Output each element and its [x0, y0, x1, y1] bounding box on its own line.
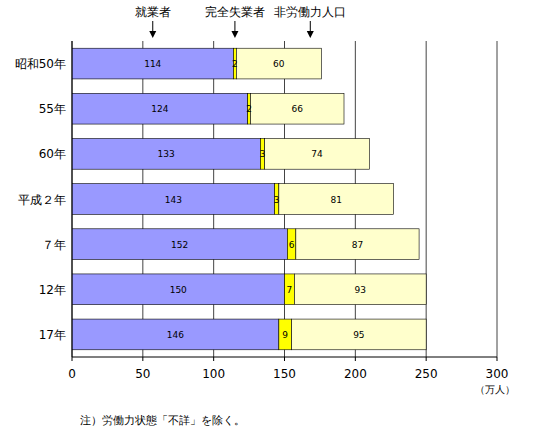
data-label: 146: [167, 330, 184, 340]
bar-segment: [285, 274, 295, 305]
bar-segment: [72, 139, 260, 170]
data-label: 81: [330, 195, 341, 205]
x-tick-label: 300: [486, 367, 509, 381]
legend-arrowhead: [231, 31, 238, 38]
x-tick: [497, 357, 498, 361]
category-label: 12年: [39, 283, 66, 297]
x-tick-label: 50: [135, 367, 150, 381]
bar-segment: [260, 139, 264, 170]
data-label: 3: [260, 149, 266, 159]
bar-segment: [265, 139, 370, 170]
category-label: 平成２年: [18, 193, 66, 207]
legend-arrowhead: [307, 31, 314, 38]
category-label: 17年: [39, 328, 66, 342]
chart-container: 114 2 60 124 2 66 133 3 74 143 3 81 152 6 87 150 7 93 146 9…: [0, 0, 536, 439]
data-label: 9: [282, 330, 288, 340]
x-tick-label: 100: [202, 367, 225, 381]
bar-segment: [296, 229, 419, 260]
data-label: 87: [352, 240, 363, 250]
annotation: 注）労働力状態「不詳」を除く。: [80, 414, 245, 427]
data-label: 133: [158, 149, 175, 159]
grid-line: [497, 41, 498, 357]
x-tick-label: 0: [68, 367, 76, 381]
x-tick-label: 200: [344, 367, 367, 381]
data-label: 124: [151, 104, 168, 114]
bar-segment: [236, 48, 321, 79]
data-label: 60: [273, 59, 285, 69]
data-label: 143: [165, 195, 182, 205]
data-label: 93: [355, 285, 366, 295]
bar-segment: [292, 319, 427, 350]
x-axis-label: （万人）: [475, 384, 515, 395]
legend-label: 完全失業者: [205, 5, 265, 19]
bar-segment: [72, 93, 248, 124]
legend: 就業者 完全失業者非労働力人口: [135, 5, 347, 38]
bar-segment: [275, 184, 279, 215]
bar-segment: [72, 184, 275, 215]
data-label: 66: [292, 104, 304, 114]
data-label: 152: [171, 240, 188, 250]
x-tick: [284, 357, 285, 361]
axes: 0 50 100 150 200 250 300 昭和50年 55年 60年平成２年 ７年 12年 17…: [15, 41, 515, 395]
bar-segment: [72, 229, 287, 260]
legend-label: 非労働力人口: [274, 5, 346, 19]
x-tick: [426, 357, 427, 361]
data-label: 95: [353, 330, 364, 340]
bar-segment: [294, 274, 426, 305]
x-tick: [142, 357, 143, 361]
bars: [72, 48, 426, 350]
bar-segment: [72, 48, 234, 79]
category-label: 55年: [39, 102, 66, 116]
grid-line: [72, 41, 73, 357]
x-tick: [72, 357, 73, 361]
category-label: ７年: [42, 238, 66, 252]
x-tick-label: 250: [415, 367, 438, 381]
legend-label: 就業者: [135, 5, 171, 19]
data-label: 150: [170, 285, 187, 295]
chart-svg: 114 2 60 124 2 66 133 3 74 143 3 81 152 6 87 150 7 93 146 9…: [0, 0, 536, 439]
bar-segment: [72, 319, 279, 350]
x-tick: [355, 357, 356, 361]
data-labels: 114 2 60 124 2 66 133 3 74 143 3 81 152 6 87 150 7 93 146 9…: [144, 59, 366, 340]
bar-segment: [279, 184, 394, 215]
data-label: 7: [287, 285, 293, 295]
bar-segment: [287, 229, 296, 260]
grid-line: [426, 41, 427, 357]
category-label: 昭和50年: [15, 57, 66, 71]
data-label: 3: [274, 195, 280, 205]
legend-arrowhead: [149, 31, 156, 38]
data-label: 6: [289, 240, 295, 250]
bar-segment: [279, 319, 292, 350]
y-axis-line: [72, 41, 73, 357]
bar-segment: [251, 93, 345, 124]
bar-segment: [72, 274, 285, 305]
grid: [72, 41, 497, 357]
category-label: 60年: [39, 147, 66, 161]
data-label: 74: [311, 149, 323, 159]
x-tick: [213, 357, 214, 361]
data-label: 114: [144, 59, 161, 69]
data-label: 2: [232, 59, 238, 69]
data-label: 2: [246, 104, 252, 114]
x-tick-label: 150: [273, 367, 296, 381]
